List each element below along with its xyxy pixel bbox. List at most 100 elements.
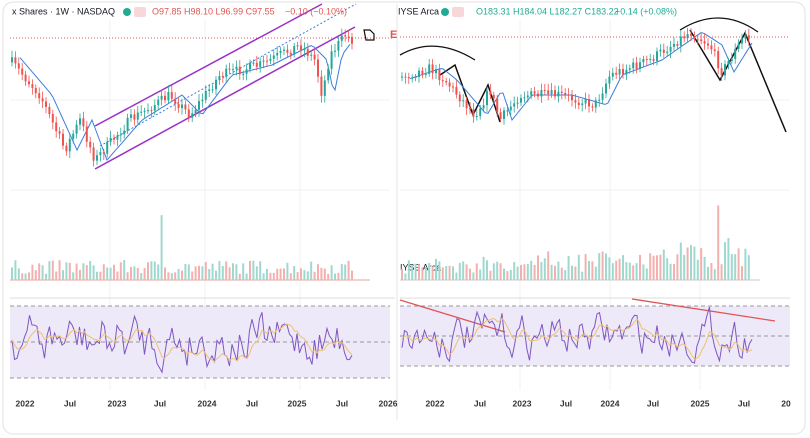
volume-bar <box>62 270 64 280</box>
volume-bar <box>279 268 282 280</box>
candle <box>747 35 750 39</box>
volume-bar <box>259 261 262 280</box>
candle <box>662 49 665 53</box>
volume-bar <box>41 265 44 280</box>
candle <box>496 98 499 113</box>
candle <box>204 90 207 100</box>
volume-bar <box>747 255 750 280</box>
volume-bar <box>499 263 502 280</box>
volume-bar <box>269 272 272 280</box>
candle <box>198 101 200 110</box>
volume-bar <box>635 263 638 280</box>
candle <box>218 76 221 80</box>
candle <box>235 66 238 70</box>
volume-bar <box>741 266 743 280</box>
volume-bar <box>696 259 699 280</box>
volume-bar <box>235 264 238 280</box>
candle <box>228 68 231 70</box>
candle <box>303 48 306 51</box>
volume-bar <box>38 263 41 280</box>
trend-line <box>99 3 357 147</box>
volume-bar <box>679 242 682 280</box>
candle <box>693 35 696 40</box>
candle <box>452 86 454 88</box>
symbol: IYSE Arca <box>398 6 439 16</box>
candle <box>170 92 173 99</box>
x-axis-label: 2023 <box>108 398 127 408</box>
volume-bar <box>232 263 234 280</box>
volume-bar <box>625 262 628 280</box>
volume-bar <box>58 260 61 280</box>
candle <box>276 52 279 56</box>
x-axis-label: 2026 <box>379 398 398 408</box>
volume-bar <box>286 262 289 280</box>
candle <box>34 87 37 94</box>
candle <box>31 84 34 88</box>
candle <box>666 51 669 53</box>
candle <box>79 118 81 125</box>
volume-bar <box>662 249 665 280</box>
volume-bar <box>334 273 336 280</box>
volume-bar <box>693 246 696 280</box>
volume-bar <box>686 247 689 280</box>
volume-bar <box>337 272 340 280</box>
volume-bar <box>618 258 621 280</box>
candle <box>147 110 149 112</box>
candle <box>625 69 628 75</box>
x-axis-label: 20 <box>781 398 791 408</box>
candle <box>628 68 631 70</box>
volume-bar <box>520 264 522 280</box>
volume-bar <box>340 263 343 280</box>
change: +0.14 (+0.08%) <box>615 6 677 16</box>
volume-bar <box>228 267 231 280</box>
volume-bar <box>143 267 146 280</box>
volume-bar <box>208 268 211 280</box>
candle <box>293 46 296 55</box>
candle <box>184 104 187 110</box>
candle <box>313 54 316 60</box>
channel-line <box>94 26 356 170</box>
candle <box>225 68 228 77</box>
candle <box>686 34 689 39</box>
volume-bar <box>649 253 652 280</box>
arc <box>399 45 476 61</box>
volume-bar <box>17 268 20 280</box>
volume-bar <box>652 255 655 280</box>
volume-bar <box>177 268 180 280</box>
candle <box>577 102 580 106</box>
candle <box>649 58 652 60</box>
candle <box>744 35 747 39</box>
trend-line <box>631 298 776 322</box>
volume-bar <box>523 264 526 280</box>
candle <box>737 43 740 49</box>
volume-bar <box>669 263 672 280</box>
volume-bar <box>421 267 424 280</box>
volume-bar <box>509 269 512 280</box>
candle <box>710 45 713 50</box>
volume-bar <box>327 273 330 280</box>
candle <box>469 108 471 110</box>
candle <box>435 69 437 74</box>
candle <box>327 68 330 81</box>
candle <box>337 40 340 51</box>
volume-bar <box>75 263 78 280</box>
candle <box>72 133 75 139</box>
candle <box>407 77 410 79</box>
volume-bar <box>486 260 488 280</box>
volume-bar <box>530 260 533 280</box>
volume-bar <box>317 264 319 280</box>
volume-bar <box>744 248 747 280</box>
candle <box>547 90 550 95</box>
volume-bar <box>85 265 88 280</box>
hand-cursor <box>363 29 375 41</box>
volume-bar <box>472 272 475 280</box>
volume-bar <box>242 263 245 280</box>
candle <box>123 130 126 135</box>
volume-bar <box>581 271 584 280</box>
candle <box>126 117 129 131</box>
candle <box>269 58 272 61</box>
volume-bar <box>601 251 604 280</box>
candle <box>160 95 163 100</box>
volume-bar <box>707 266 709 280</box>
